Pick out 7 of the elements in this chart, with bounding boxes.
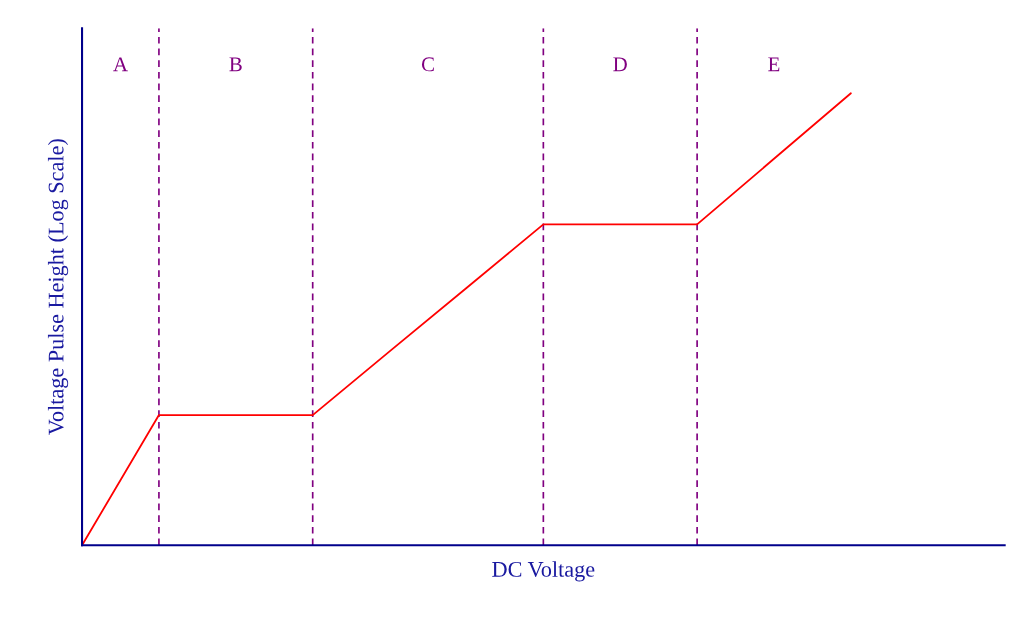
text: B — [229, 57, 242, 72]
text: C — [421, 57, 434, 72]
text: D — [613, 57, 627, 72]
text: E — [768, 57, 780, 72]
y-axis-title: Voltage Pulse Height (Log Scale) — [47, 139, 69, 435]
text: A — [113, 57, 128, 72]
x-axis-title: DC Voltage — [492, 561, 595, 582]
